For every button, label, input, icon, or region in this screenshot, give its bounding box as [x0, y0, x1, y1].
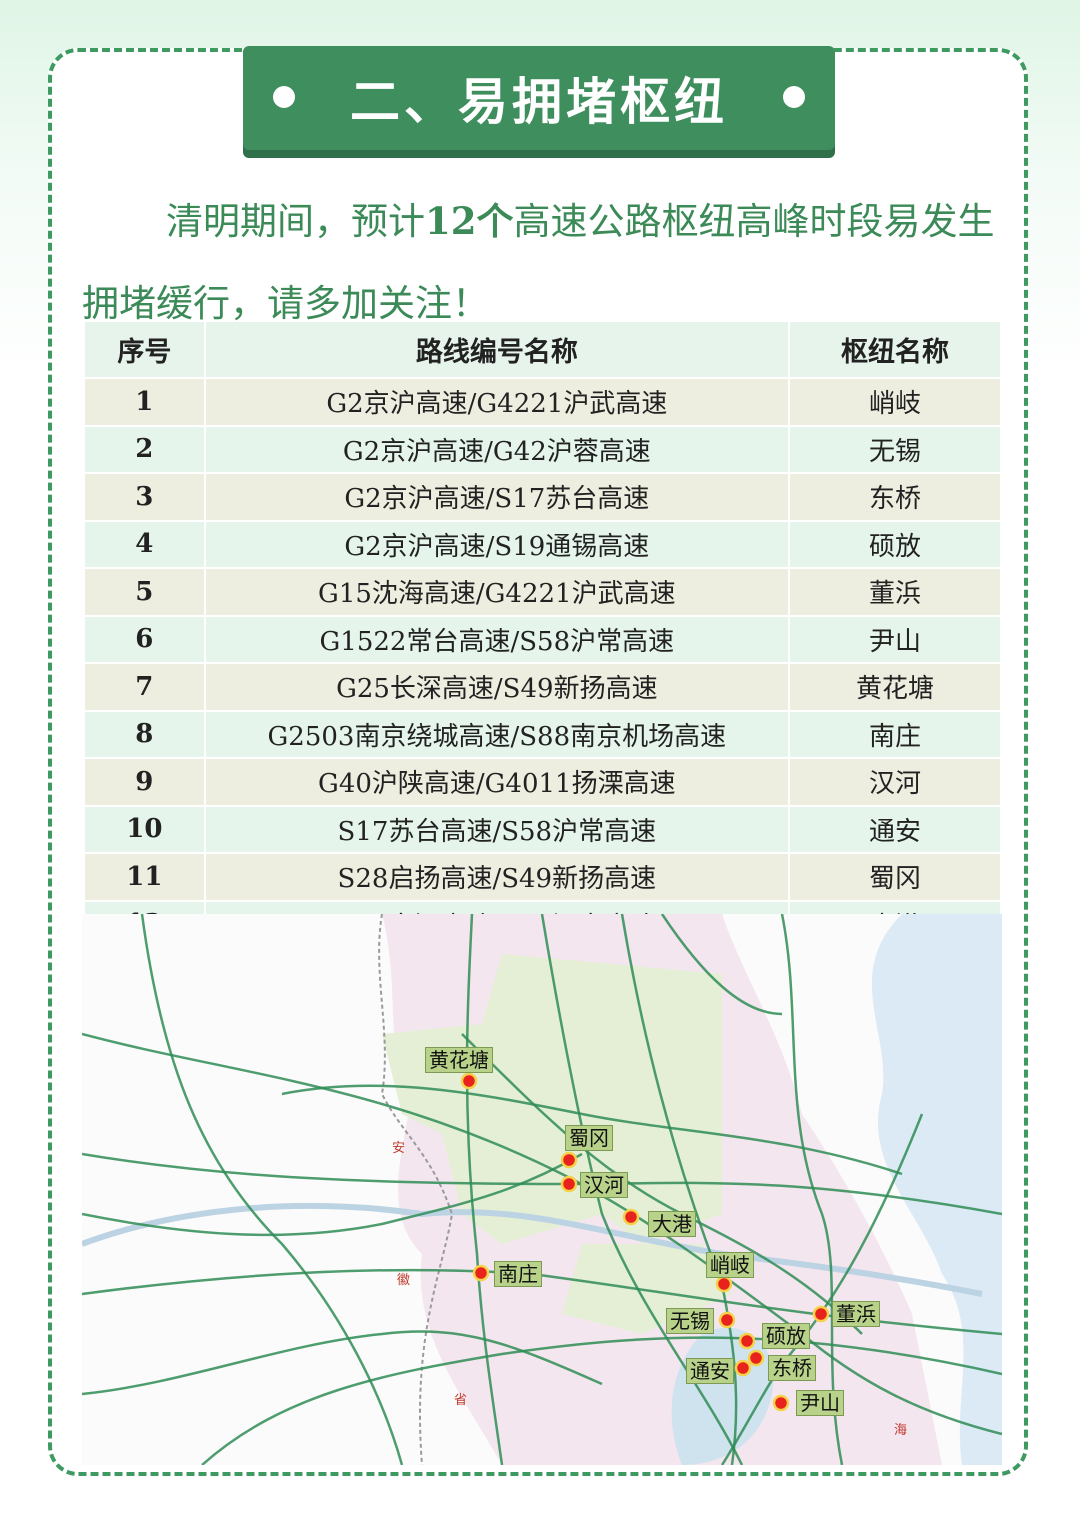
- route-name: G1522常台高速/S58沪常高速: [204, 614, 791, 663]
- table-row: 5 G15沈海高速/G4221沪武高速 董浜: [85, 567, 1002, 616]
- hub-name: 硕放: [789, 519, 1002, 568]
- expressway-line: [465, 914, 504, 1465]
- table-row: 9 G40沪陕高速/G4011扬溧高速 汉河: [85, 757, 1002, 806]
- bullet-dot: [783, 86, 805, 108]
- row-number: 6: [85, 614, 206, 663]
- hub-name: 通安: [789, 804, 1002, 853]
- hub-name: 蜀冈: [789, 852, 1002, 901]
- hub-map: 安徽省海 黄花塘蜀冈汉河 大港南庄 峭岐无锡硕放东桥 通安尹山 董浜: [82, 914, 1002, 1465]
- hub-marker: [738, 1332, 756, 1350]
- route-name: S17苏台高速/S58沪常高速: [204, 804, 791, 853]
- hub-label: 东桥: [768, 1355, 816, 1381]
- column-header: 枢纽名称: [789, 322, 1002, 378]
- hub-marker: [472, 1264, 490, 1282]
- hub-label: 南庄: [494, 1261, 542, 1287]
- table-row: 6 G1522常台高速/S58沪常高速 尹山: [85, 614, 1002, 663]
- hub-name: 东桥: [789, 472, 1002, 521]
- route-name: G25长深高速/S49新扬高速: [204, 662, 791, 711]
- hub-label: 尹山: [796, 1390, 844, 1416]
- hub-label: 黄花塘: [425, 1047, 493, 1073]
- hub-name: 峭岐: [789, 377, 1002, 426]
- hub-label: 通安: [686, 1358, 734, 1384]
- expressway-line: [82, 1152, 583, 1237]
- route-name: S28启扬高速/S49新扬高速: [204, 852, 791, 901]
- intro-part2: 高速公路枢纽高峰时段易发生拥堵缓行，请多加关注！: [82, 200, 995, 325]
- table-header: 序号 路线编号名称 枢纽名称: [85, 322, 1002, 378]
- intro-count: 12个: [425, 199, 514, 243]
- route-name: G2京沪高速/S17苏台高速: [204, 472, 791, 521]
- route-name: G40沪陕高速/G4011扬溧高速: [204, 757, 791, 806]
- hub-marker: [747, 1349, 765, 1367]
- table-row: 1 G2京沪高速/G4221沪武高速 峭岐: [85, 377, 1002, 426]
- hub-marker: [734, 1359, 752, 1377]
- table-row: 2 G2京沪高速/G42沪蓉高速 无锡: [85, 424, 1002, 473]
- sea-area: [871, 914, 1002, 1465]
- route-name: G2京沪高速/G42沪蓉高速: [204, 424, 791, 473]
- expressway-line: [620, 914, 738, 1465]
- route-name: G15沈海高速/G4221沪武高速: [204, 567, 791, 616]
- hub-marker: [560, 1151, 578, 1169]
- hub-table: 序号 路线编号名称 枢纽名称 1 G2京沪高速/G4221沪武高速 峭岐 2 G2京沪高速/…: [85, 322, 1002, 947]
- hub-name: 黄花塘: [789, 662, 1002, 711]
- route-name: G2京沪高速/S19通锡高速: [204, 519, 791, 568]
- row-number: 4: [85, 519, 206, 568]
- row-number: 8: [85, 709, 206, 758]
- hub-marker: [718, 1311, 736, 1329]
- bullet-dot: [273, 86, 295, 108]
- intro-part1: 清明期间，预计: [166, 200, 425, 243]
- hub-marker: [715, 1275, 733, 1293]
- row-number: 2: [85, 424, 206, 473]
- province-label: 徽: [397, 1273, 410, 1288]
- expressway-line: [780, 914, 844, 1465]
- hub-name: 尹山: [789, 614, 1002, 663]
- intro-text: 清明期间，预计12个高速公路枢纽高峰时段易发生拥堵缓行，请多加关注！: [82, 180, 1007, 345]
- hub-label: 峭岐: [706, 1252, 754, 1278]
- hub-marker: [622, 1208, 640, 1226]
- province-label: 安: [392, 1141, 405, 1156]
- table-row: 10 S17苏台高速/S58沪常高速 通安: [85, 804, 1002, 853]
- hub-label: 董浜: [832, 1301, 880, 1327]
- row-number: 1: [85, 377, 206, 426]
- expressway-line: [82, 1330, 603, 1396]
- province-label: 海: [894, 1423, 907, 1438]
- hub-marker: [812, 1305, 830, 1323]
- table-row: 11 S28启扬高速/S49新扬高速 蜀冈: [85, 852, 1002, 901]
- row-number: 3: [85, 472, 206, 521]
- hub-name: 无锡: [789, 424, 1002, 473]
- column-header: 路线编号名称: [204, 322, 791, 378]
- table-row: 8 G2503南京绕城高速/S88南京机场高速 南庄: [85, 709, 1002, 758]
- hub-name: 董浜: [789, 567, 1002, 616]
- hub-label: 无锡: [666, 1308, 714, 1334]
- table-row: 3 G2京沪高速/S17苏台高速 东桥: [85, 472, 1002, 521]
- expressway-line: [140, 914, 404, 1465]
- hub-label: 蜀冈: [565, 1125, 613, 1151]
- expressway-line: [281, 1084, 903, 1176]
- table-row: 4 G2京沪高速/S19通锡高速 硕放: [85, 519, 1002, 568]
- hub-label: 硕放: [762, 1323, 810, 1349]
- row-number: 10: [85, 804, 206, 853]
- hub-marker: [460, 1072, 478, 1090]
- expressway-line: [540, 914, 744, 1465]
- river-yangtze: [82, 1202, 983, 1297]
- column-header: 序号: [85, 322, 206, 378]
- row-number: 5: [85, 567, 206, 616]
- province-border: [378, 914, 454, 1465]
- section-banner: 二、易拥堵枢纽: [243, 46, 835, 150]
- row-number: 7: [85, 662, 206, 711]
- row-number: 11: [85, 852, 206, 901]
- province-label: 省: [454, 1393, 467, 1408]
- table-row: 7 G25长深高速/S49新扬高速 黄花塘: [85, 662, 1002, 711]
- row-number: 9: [85, 757, 206, 806]
- hub-name: 汉河: [789, 757, 1002, 806]
- hub-label: 大港: [648, 1211, 696, 1237]
- hub-name: 南庄: [789, 709, 1002, 758]
- route-name: G2503南京绕城高速/S88南京机场高速: [204, 709, 791, 758]
- expressway-line: [660, 914, 783, 1016]
- hub-label: 汉河: [580, 1172, 628, 1198]
- hub-marker: [772, 1394, 790, 1412]
- hub-marker: [560, 1175, 578, 1193]
- section-title: 二、易拥堵枢纽: [350, 73, 728, 131]
- route-name: G2京沪高速/G4221沪武高速: [204, 377, 791, 426]
